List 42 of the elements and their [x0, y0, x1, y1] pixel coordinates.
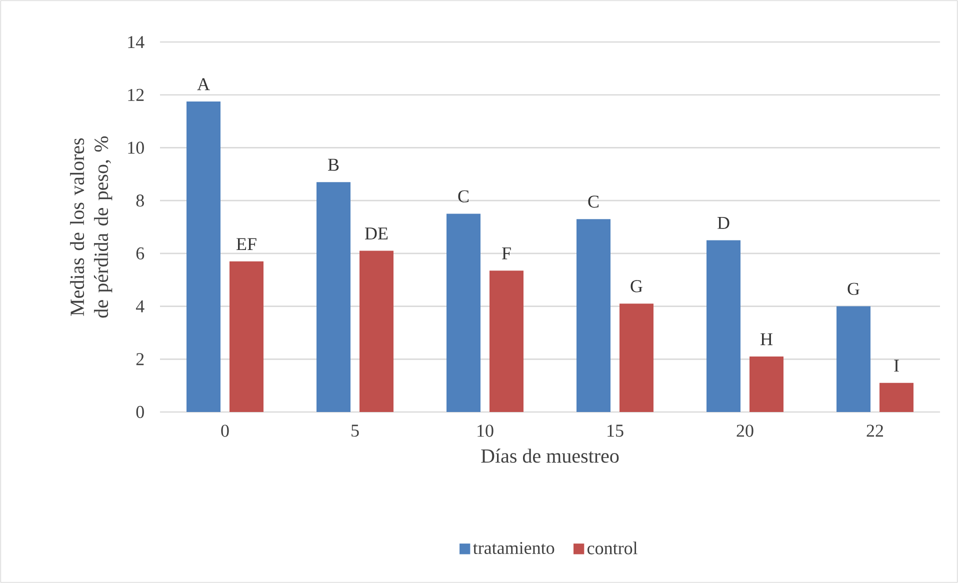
x-tick-label: 15 — [608, 424, 624, 437]
annotation: I — [894, 360, 899, 372]
x-tick-label: 20 — [736, 424, 754, 437]
y-tick-label: 0 — [136, 406, 144, 418]
bar — [446, 214, 481, 412]
annotation: B — [328, 158, 339, 171]
bar — [316, 182, 351, 412]
annotation: EF — [236, 238, 256, 250]
bar — [489, 270, 524, 412]
y-tick-label: 10 — [128, 142, 144, 154]
bar — [186, 101, 221, 412]
bar — [576, 219, 611, 412]
y-tick-label: 12 — [128, 88, 144, 101]
annotation: G — [630, 280, 642, 292]
legend-label: tratamiento — [473, 542, 554, 554]
y-axis-title: Medias de los valores de pérdida de peso, % — [70, 136, 112, 318]
annotation: C — [458, 190, 469, 202]
x-axis-title: Días de muestreo — [481, 448, 619, 463]
x-tick-label: 10 — [478, 424, 494, 437]
x-tick-label: 5 — [352, 424, 359, 437]
annotation: A — [197, 78, 210, 90]
bar — [749, 356, 784, 412]
y-tick-label: 2 — [136, 353, 144, 366]
bar — [359, 250, 394, 412]
annotation: H — [760, 333, 772, 346]
y-tick-label: 4 — [136, 300, 144, 312]
x-tick-label: 22 — [866, 424, 884, 437]
y-tick-label: 14 — [128, 36, 144, 48]
bar — [879, 382, 914, 412]
legend-label: control — [588, 542, 638, 554]
annotation: F — [502, 247, 511, 260]
bar — [619, 304, 654, 412]
y-tick-label: 6 — [136, 247, 144, 260]
annotation: DE — [365, 228, 388, 240]
bar — [229, 261, 264, 412]
bar — [836, 306, 870, 412]
annotation: C — [588, 196, 599, 208]
annotation: D — [718, 217, 730, 229]
bar — [706, 240, 741, 412]
x-tick-label: 0 — [221, 424, 229, 437]
annotation: G — [848, 282, 860, 295]
y-tick-label: 8 — [136, 194, 144, 207]
